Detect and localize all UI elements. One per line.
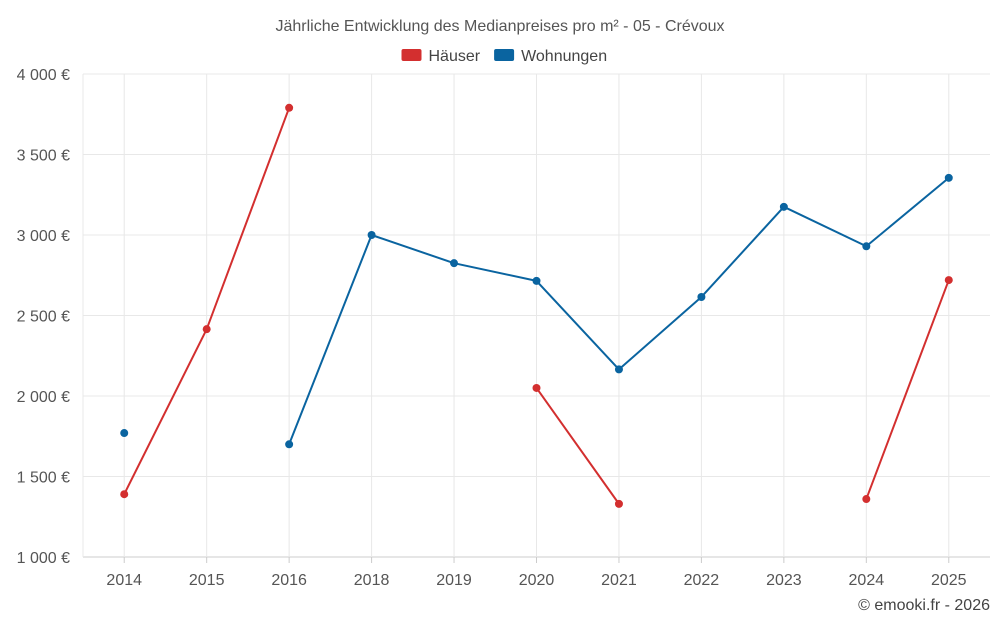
legend: Häuser Wohnungen <box>401 48 607 65</box>
data-point[interactable] <box>120 429 129 438</box>
grid-layer <box>83 73 990 558</box>
data-point[interactable] <box>614 365 623 374</box>
legend-label: Wohnungen <box>521 48 607 65</box>
data-point[interactable] <box>367 231 376 239</box>
legend-item-wohnungen[interactable]: Wohnungen <box>494 48 607 65</box>
data-point[interactable] <box>944 173 953 182</box>
x-tick-label: 2022 <box>684 572 720 589</box>
data-point[interactable] <box>779 202 788 211</box>
series-line-segment <box>123 328 208 496</box>
series-wohnungen <box>120 173 953 449</box>
x-tick-label: 2018 <box>354 572 390 589</box>
x-tick-label: 2025 <box>931 572 967 589</box>
x-tick-label: 2020 <box>519 572 555 589</box>
data-point[interactable] <box>532 383 541 392</box>
series-line-segment <box>865 176 950 248</box>
legend-label: Häuser <box>429 48 481 65</box>
data-point[interactable] <box>285 103 294 112</box>
y-tick-label: 4 000 € <box>17 67 70 84</box>
series-line-segment <box>370 234 456 265</box>
series-line-segment <box>205 106 291 331</box>
data-point[interactable] <box>944 276 953 285</box>
y-tick-label: 2 000 € <box>17 389 70 406</box>
series-line-segment <box>782 205 868 248</box>
y-tick-label: 1 500 € <box>17 470 70 487</box>
x-tick-label: 2015 <box>189 572 225 589</box>
series-line-segment <box>535 386 620 505</box>
data-point[interactable] <box>862 495 871 504</box>
y-tick-label: 3 500 € <box>17 148 70 165</box>
x-tick-label: 2019 <box>436 572 472 589</box>
axis-layer: 1 000 € 1 500 € 2 000 € 2 500 € 3 000 € 3 500… <box>17 67 967 589</box>
y-tick-label: 2 500 € <box>17 309 70 326</box>
legend-swatch <box>494 49 515 61</box>
x-tick-label: 2021 <box>601 572 637 589</box>
data-point[interactable] <box>202 325 211 334</box>
data-point[interactable] <box>532 276 541 285</box>
series-line-segment <box>535 279 620 371</box>
data-point[interactable] <box>285 440 294 449</box>
data-point[interactable] <box>614 499 623 508</box>
legend-swatch <box>401 49 422 61</box>
data-point[interactable] <box>120 490 129 499</box>
y-tick-label: 3 000 € <box>17 228 70 245</box>
series-layer <box>120 103 953 508</box>
series-line-segment <box>865 279 950 501</box>
series-line-segment <box>453 262 538 282</box>
y-tick-label: 1 000 € <box>17 550 70 567</box>
series-line-segment <box>617 295 703 371</box>
series-line-segment <box>288 234 373 446</box>
credit-text: © emooki.fr - 2026 <box>858 597 990 614</box>
series-line-segment <box>700 205 785 298</box>
x-tick-label: 2023 <box>766 572 802 589</box>
legend-item-h-user[interactable]: Häuser <box>401 48 481 65</box>
x-tick-label: 2024 <box>849 572 885 589</box>
chart-title: Jährliche Entwicklung des Medianpreises … <box>275 18 724 35</box>
data-point[interactable] <box>450 259 459 268</box>
x-tick-label: 2014 <box>106 572 142 589</box>
data-point[interactable] <box>697 292 706 301</box>
series-h-user <box>120 103 953 508</box>
x-tick-label: 2016 <box>271 572 307 589</box>
data-point[interactable] <box>862 242 871 251</box>
